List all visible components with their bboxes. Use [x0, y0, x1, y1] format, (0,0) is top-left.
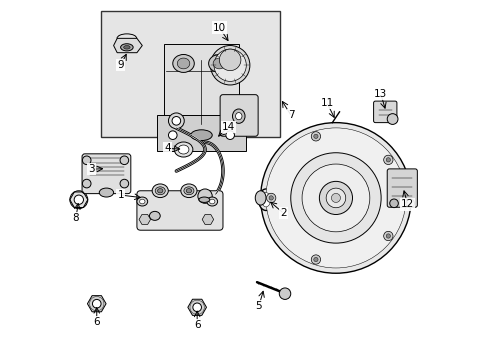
Circle shape [311, 132, 320, 141]
Text: 2: 2 [279, 208, 286, 218]
Ellipse shape [232, 109, 244, 123]
FancyBboxPatch shape [163, 44, 239, 126]
Circle shape [265, 128, 405, 268]
Circle shape [302, 164, 369, 232]
Circle shape [268, 196, 273, 200]
Ellipse shape [139, 199, 144, 204]
Ellipse shape [261, 193, 270, 207]
Text: 3: 3 [88, 164, 95, 174]
Circle shape [168, 131, 177, 139]
Circle shape [260, 123, 410, 273]
Circle shape [319, 181, 352, 215]
Ellipse shape [137, 197, 147, 206]
FancyBboxPatch shape [137, 191, 223, 230]
Ellipse shape [152, 184, 168, 198]
Text: 7: 7 [287, 111, 294, 121]
Text: 14: 14 [221, 122, 235, 132]
FancyBboxPatch shape [373, 101, 396, 123]
Text: 5: 5 [255, 301, 262, 311]
Circle shape [120, 179, 128, 188]
Ellipse shape [174, 142, 192, 157]
Circle shape [331, 193, 340, 202]
Ellipse shape [177, 58, 189, 69]
Ellipse shape [155, 187, 165, 195]
FancyBboxPatch shape [220, 95, 258, 136]
Circle shape [383, 231, 392, 241]
Ellipse shape [186, 189, 191, 193]
Ellipse shape [178, 145, 188, 154]
Circle shape [214, 49, 246, 81]
Ellipse shape [149, 211, 160, 220]
Circle shape [219, 49, 241, 71]
Circle shape [386, 114, 397, 125]
Ellipse shape [235, 113, 242, 120]
Text: 13: 13 [373, 89, 386, 99]
Circle shape [172, 117, 180, 125]
Polygon shape [113, 39, 142, 53]
Circle shape [383, 155, 392, 165]
FancyBboxPatch shape [82, 154, 131, 194]
Circle shape [386, 158, 390, 162]
FancyBboxPatch shape [386, 169, 416, 207]
Text: 1: 1 [117, 190, 124, 200]
Text: 12: 12 [400, 199, 413, 210]
FancyBboxPatch shape [156, 116, 246, 151]
Ellipse shape [172, 54, 194, 72]
Ellipse shape [157, 189, 163, 193]
Circle shape [325, 188, 345, 208]
Ellipse shape [123, 45, 130, 49]
Ellipse shape [258, 189, 273, 211]
Text: 11: 11 [320, 98, 333, 108]
Circle shape [82, 179, 91, 188]
Circle shape [313, 257, 317, 262]
Ellipse shape [181, 184, 197, 198]
Ellipse shape [199, 197, 209, 202]
Circle shape [266, 193, 275, 203]
Circle shape [386, 234, 390, 238]
Ellipse shape [206, 197, 217, 206]
Circle shape [290, 153, 380, 243]
Circle shape [225, 131, 234, 139]
Circle shape [168, 113, 184, 129]
Text: 10: 10 [212, 23, 225, 33]
Circle shape [279, 288, 290, 300]
Circle shape [192, 303, 201, 312]
Circle shape [405, 199, 414, 208]
Text: 6: 6 [93, 317, 100, 327]
Ellipse shape [99, 188, 113, 197]
Ellipse shape [208, 54, 230, 72]
Ellipse shape [190, 130, 212, 140]
Ellipse shape [213, 58, 225, 69]
Circle shape [313, 134, 317, 139]
FancyBboxPatch shape [101, 12, 280, 137]
Text: 4: 4 [164, 143, 170, 153]
Circle shape [70, 191, 88, 209]
Circle shape [92, 300, 101, 308]
Ellipse shape [183, 187, 194, 195]
Circle shape [82, 156, 91, 165]
Ellipse shape [255, 191, 265, 205]
Text: 6: 6 [193, 320, 200, 330]
Circle shape [210, 45, 249, 85]
Circle shape [198, 189, 212, 203]
Ellipse shape [121, 44, 133, 51]
Circle shape [120, 156, 128, 165]
Text: 8: 8 [73, 213, 79, 222]
Circle shape [74, 195, 83, 204]
Circle shape [389, 199, 398, 208]
Circle shape [311, 255, 320, 264]
Ellipse shape [209, 199, 214, 204]
Text: 9: 9 [117, 60, 124, 70]
